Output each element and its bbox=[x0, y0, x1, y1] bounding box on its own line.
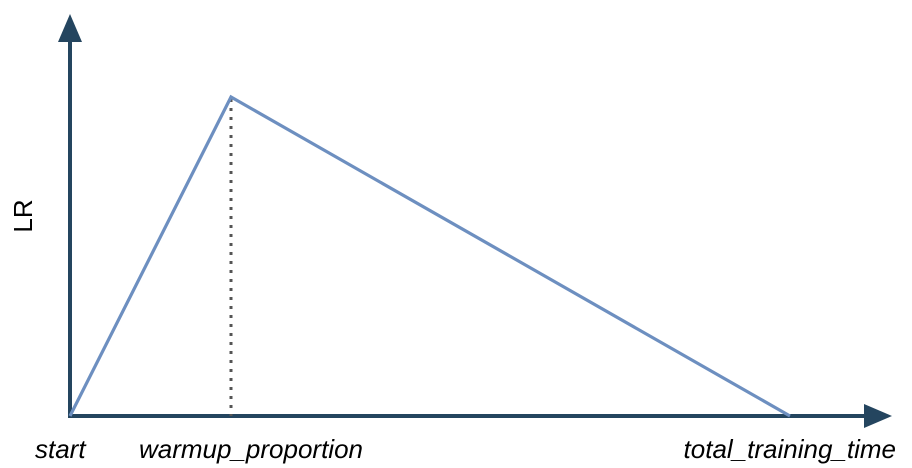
x-tick-label-start: start bbox=[35, 434, 87, 464]
y-axis-arrow-icon bbox=[58, 14, 82, 42]
lr-series-line bbox=[68, 94, 791, 418]
x-tick-label-total-training-time: total_training_time bbox=[684, 434, 896, 464]
y-axis-label: LR bbox=[8, 199, 38, 232]
x-axis-arrow-icon bbox=[864, 404, 892, 428]
x-tick-label-warmup-proportion: warmup_proportion bbox=[139, 434, 363, 464]
